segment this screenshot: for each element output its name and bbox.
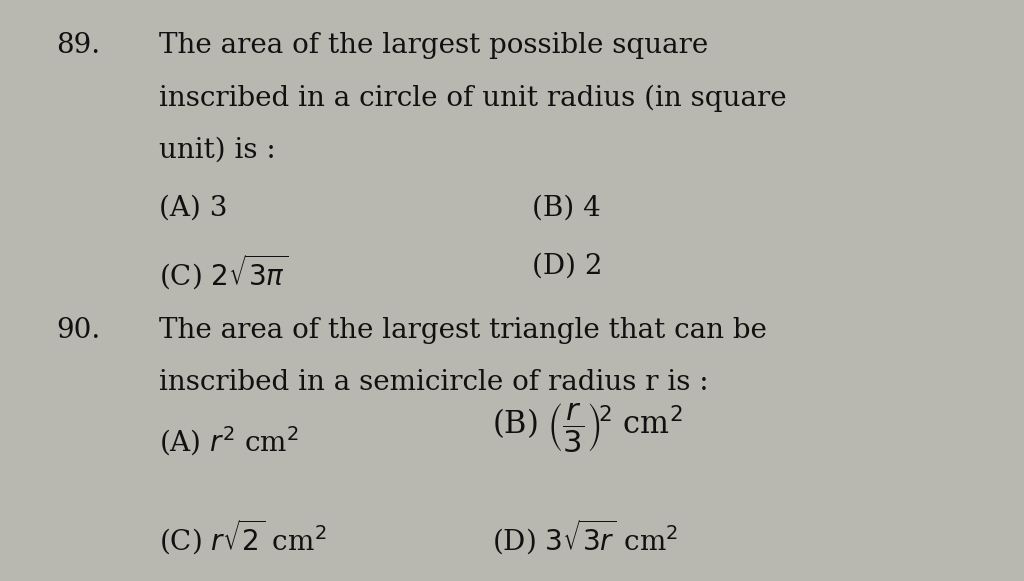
Text: (C) $2\sqrt{3\pi}$: (C) $2\sqrt{3\pi}$ (159, 253, 288, 292)
Text: inscribed in a circle of unit radius (in square: inscribed in a circle of unit radius (in… (159, 84, 786, 112)
Text: unit) is :: unit) is : (159, 137, 275, 163)
Text: (D) $3\sqrt{3r}$ cm$^{2}$: (D) $3\sqrt{3r}$ cm$^{2}$ (492, 517, 678, 557)
Text: inscribed in a semicircle of radius r is :: inscribed in a semicircle of radius r is… (159, 369, 709, 396)
Text: (A) $r^{2}$ cm$^{2}$: (A) $r^{2}$ cm$^{2}$ (159, 424, 298, 458)
Text: (B) 4: (B) 4 (532, 195, 601, 221)
Text: (D) 2: (D) 2 (532, 253, 603, 279)
Text: 90.: 90. (56, 317, 100, 343)
Text: 89.: 89. (56, 32, 100, 59)
Text: The area of the largest possible square: The area of the largest possible square (159, 32, 708, 59)
Text: (B) $\left(\dfrac{r}{3}\right)^{\!2}$ cm$^{2}$: (B) $\left(\dfrac{r}{3}\right)^{\!2}$ cm… (492, 401, 682, 454)
Text: (C) $r\sqrt{2}$ cm$^{2}$: (C) $r\sqrt{2}$ cm$^{2}$ (159, 517, 327, 557)
Text: The area of the largest triangle that can be: The area of the largest triangle that ca… (159, 317, 767, 343)
Text: (A) 3: (A) 3 (159, 195, 227, 221)
